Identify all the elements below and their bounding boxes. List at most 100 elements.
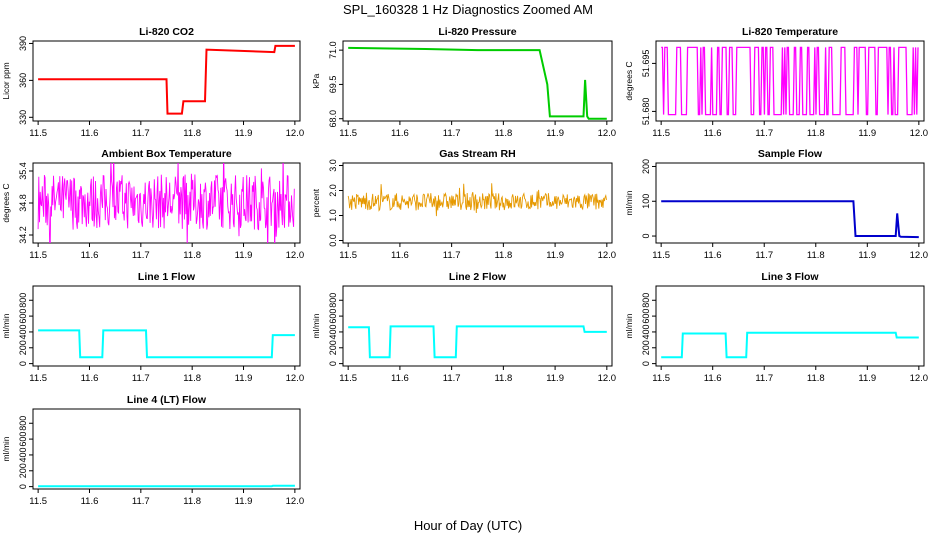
y-tick-label: 400 bbox=[18, 447, 28, 462]
y-tick-label: 71.0 bbox=[328, 41, 338, 59]
y-tick-label: 800 bbox=[18, 293, 28, 308]
panel-7: Line 1 Flow ml/min 11.5 11.6 11.7 11.8 11.9 12.… bbox=[1, 271, 304, 384]
y-axis-label: ml/min bbox=[311, 313, 321, 338]
x-tick-label: 11.7 bbox=[132, 250, 150, 261]
series-line bbox=[661, 46, 919, 116]
x-tick-label: 11.8 bbox=[183, 250, 201, 261]
y-tick-label: 390 bbox=[18, 36, 28, 51]
x-tick-label: 11.9 bbox=[858, 128, 876, 139]
x-tick-label: 11.8 bbox=[807, 250, 825, 261]
series-line bbox=[661, 200, 919, 239]
x-tick-label: 11.6 bbox=[704, 250, 722, 261]
y-tick-label: 360 bbox=[18, 73, 28, 88]
y-tick-label: 0 bbox=[18, 484, 28, 489]
x-tick-label: 12.0 bbox=[598, 373, 617, 384]
panel-title: Gas Stream RH bbox=[439, 148, 515, 160]
x-tick-label: 11.8 bbox=[807, 128, 825, 139]
y-tick-label: 200 bbox=[18, 463, 28, 478]
y-tick-label: 800 bbox=[328, 293, 338, 308]
x-tick-label: 11.5 bbox=[652, 128, 670, 139]
x-tick-label: 11.9 bbox=[235, 373, 253, 384]
x-tick-label: 11.6 bbox=[81, 250, 99, 261]
series-line bbox=[37, 163, 295, 243]
y-tick-label: 35.4 bbox=[18, 162, 28, 180]
x-tick-label: 11.7 bbox=[755, 373, 773, 384]
x-tick-label: 12.0 bbox=[598, 128, 617, 139]
data-layer bbox=[347, 183, 607, 217]
y-axis-label: Licor ppm bbox=[1, 62, 11, 99]
y-tick-label: 200 bbox=[328, 340, 338, 355]
plot-frame bbox=[342, 40, 613, 122]
y-tick-label: 600 bbox=[18, 309, 28, 324]
y-tick-label: 200 bbox=[641, 340, 651, 355]
series-line bbox=[348, 46, 607, 120]
y-tick-label: 600 bbox=[18, 432, 28, 447]
panel-title: Li-820 CO2 bbox=[139, 26, 194, 38]
y-tick-label: 400 bbox=[641, 324, 651, 339]
y-axis-label: ml/min bbox=[1, 313, 11, 338]
x-tick-label: 11.5 bbox=[29, 496, 47, 507]
plot-frame bbox=[655, 285, 925, 367]
series-line bbox=[347, 183, 607, 217]
panel-title: Li-820 Pressure bbox=[438, 26, 516, 38]
y-tick-label: 34.2 bbox=[18, 226, 28, 244]
x-tick-label: 11.9 bbox=[235, 128, 253, 139]
x-tick-label: 12.0 bbox=[910, 128, 929, 139]
data-layer bbox=[661, 331, 919, 359]
panel-title: Ambient Box Temperature bbox=[101, 148, 232, 160]
y-tick-label: 100 bbox=[641, 194, 651, 209]
x-tick-label: 11.6 bbox=[81, 496, 99, 507]
panel-5: Gas Stream RH percent 11.5 11.6 11.7 11.8 11.9… bbox=[311, 148, 616, 261]
x-tick-label: 11.8 bbox=[183, 373, 201, 384]
x-tick-label: 11.5 bbox=[652, 250, 670, 261]
plot-frame bbox=[32, 40, 301, 122]
y-tick-label: 600 bbox=[328, 309, 338, 324]
x-tick-label: 11.6 bbox=[81, 128, 99, 139]
y-axis-label: degrees C bbox=[1, 183, 11, 222]
x-tick-label: 11.7 bbox=[443, 250, 461, 261]
x-tick-label: 11.7 bbox=[755, 250, 773, 261]
y-tick-label: 34.8 bbox=[18, 194, 28, 212]
y-tick-label: 800 bbox=[641, 293, 651, 308]
panel-9: Line 3 Flow ml/min 11.5 11.6 11.7 11.8 11.9 12.… bbox=[624, 271, 928, 384]
data-layer bbox=[37, 163, 295, 243]
y-tick-label: 800 bbox=[18, 416, 28, 431]
x-tick-label: 11.8 bbox=[183, 128, 201, 139]
x-tick-label: 11.9 bbox=[858, 373, 876, 384]
y-tick-label: 69.5 bbox=[328, 76, 338, 94]
x-tick-label: 11.9 bbox=[858, 250, 876, 261]
x-tick-label: 11.6 bbox=[391, 128, 409, 139]
x-tick-label: 11.8 bbox=[494, 373, 512, 384]
y-axis-label: degrees C bbox=[624, 61, 634, 100]
data-layer bbox=[348, 325, 607, 359]
panel-6: Sample Flow ml/min 11.5 11.6 11.7 11.8 11.9 12.… bbox=[624, 148, 928, 261]
panel-2: Li-820 Pressure kPa 11.5 11.6 11.7 11.8 11.9 12… bbox=[311, 26, 616, 139]
x-tick-label: 11.5 bbox=[339, 373, 357, 384]
x-tick-label: 11.9 bbox=[546, 128, 564, 139]
panel-8: Line 2 Flow ml/min 11.5 11.6 11.7 11.8 11.9 12.… bbox=[311, 271, 616, 384]
y-tick-label: 2.0 bbox=[328, 184, 338, 197]
plot-frame bbox=[342, 162, 613, 244]
x-tick-label: 11.7 bbox=[443, 373, 461, 384]
series-line bbox=[348, 325, 607, 359]
plot-frame bbox=[32, 408, 301, 490]
x-tick-label: 11.8 bbox=[807, 373, 825, 384]
x-tick-label: 11.7 bbox=[132, 496, 150, 507]
data-layer bbox=[348, 46, 607, 120]
x-tick-label: 11.6 bbox=[704, 128, 722, 139]
series-line bbox=[661, 331, 919, 359]
x-tick-label: 12.0 bbox=[286, 373, 305, 384]
plot-frame bbox=[655, 162, 925, 244]
y-tick-label: 51.680 bbox=[641, 98, 651, 126]
x-tick-label: 11.7 bbox=[755, 128, 773, 139]
x-tick-label: 12.0 bbox=[286, 250, 305, 261]
y-axis-label: ml/min bbox=[624, 313, 634, 338]
x-tick-label: 11.7 bbox=[132, 128, 150, 139]
x-tick-label: 12.0 bbox=[910, 373, 929, 384]
x-tick-label: 11.6 bbox=[391, 373, 409, 384]
plot-frame bbox=[342, 285, 613, 367]
series-line bbox=[38, 329, 295, 359]
y-axis-label: percent bbox=[311, 188, 321, 217]
common-x-axis-label: Hour of Day (UTC) bbox=[413, 518, 523, 533]
